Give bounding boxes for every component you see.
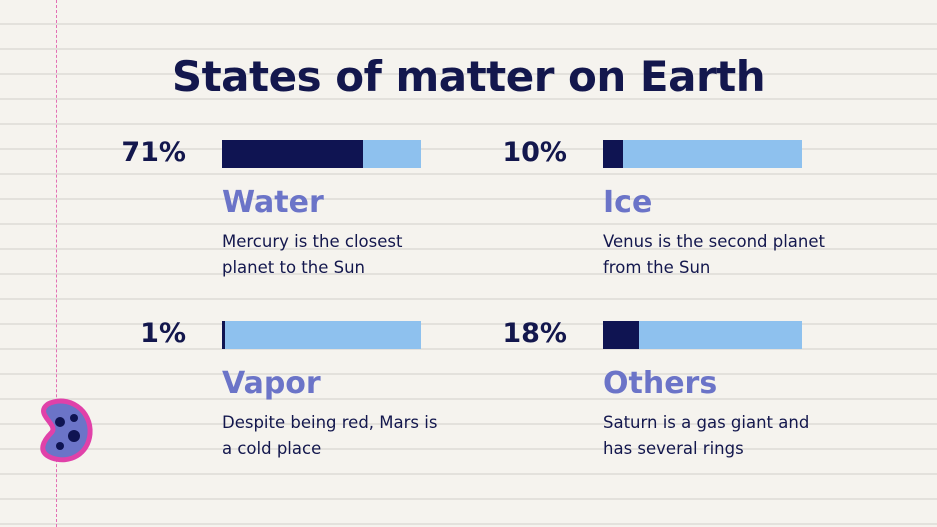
bar <box>222 140 364 168</box>
category-name: Vapor <box>222 366 321 401</box>
bar-track <box>222 140 421 168</box>
category-name: Ice <box>603 185 653 220</box>
title: States of matter on Earth <box>171 52 766 101</box>
description: Despite being red, Mars is a cold place <box>222 413 438 458</box>
bar <box>603 321 639 349</box>
value-label: 10% <box>502 137 567 168</box>
bar-track <box>603 321 802 349</box>
description: Saturn is a gas giant and has several ri… <box>603 413 810 458</box>
description: Mercury is the closest planet to the Sun <box>222 232 403 277</box>
margin-line <box>56 0 57 527</box>
bar <box>222 321 225 349</box>
value-label: 18% <box>502 318 567 349</box>
cell-icon <box>40 398 93 463</box>
value-label: 71% <box>121 137 186 168</box>
bar-track <box>222 321 421 349</box>
value-label: 1% <box>140 318 186 349</box>
category-name: Water <box>222 185 324 220</box>
bar <box>603 140 623 168</box>
category-name: Others <box>603 366 718 401</box>
description: Venus is the second planet from the Sun <box>603 232 826 277</box>
bar-track <box>603 140 802 168</box>
